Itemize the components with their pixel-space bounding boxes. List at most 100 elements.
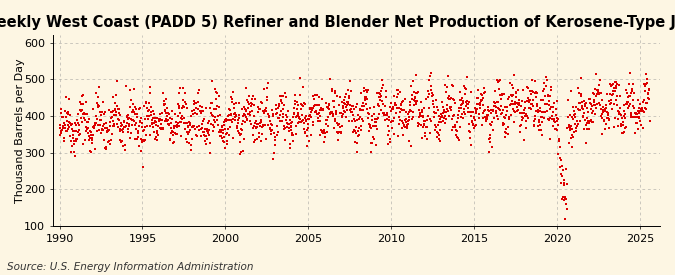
Point — [117, 129, 128, 134]
Point — [207, 114, 218, 118]
Point — [413, 108, 424, 112]
Point — [254, 120, 265, 125]
Point — [317, 108, 328, 112]
Point — [495, 97, 506, 101]
Point — [411, 91, 422, 95]
Point — [275, 98, 286, 103]
Point — [140, 125, 151, 129]
Point — [167, 129, 178, 133]
Point — [414, 115, 425, 119]
Point — [142, 117, 153, 122]
Point — [383, 115, 394, 120]
Point — [134, 119, 145, 124]
Point — [165, 137, 176, 142]
Point — [257, 109, 268, 113]
Point — [601, 106, 612, 110]
Point — [135, 149, 146, 153]
Point — [173, 124, 184, 128]
Point — [533, 118, 544, 122]
Point — [322, 114, 333, 119]
Point — [627, 86, 638, 91]
Point — [515, 124, 526, 128]
Point — [380, 118, 391, 122]
Point — [494, 93, 505, 98]
Point — [119, 119, 130, 123]
Point — [396, 108, 407, 113]
Point — [148, 130, 159, 134]
Point — [157, 91, 168, 95]
Point — [64, 97, 75, 101]
Point — [254, 130, 265, 135]
Point — [400, 97, 410, 101]
Point — [427, 93, 438, 97]
Point — [300, 118, 311, 122]
Point — [375, 91, 386, 96]
Point — [616, 122, 627, 127]
Point — [534, 120, 545, 124]
Point — [214, 104, 225, 109]
Point — [380, 113, 391, 117]
Point — [429, 128, 440, 132]
Point — [347, 119, 358, 123]
Point — [491, 100, 502, 104]
Point — [176, 133, 187, 138]
Point — [379, 112, 389, 116]
Point — [201, 105, 212, 110]
Point — [134, 144, 144, 148]
Point — [507, 92, 518, 97]
Point — [360, 97, 371, 101]
Point — [194, 108, 205, 113]
Point — [237, 128, 248, 132]
Point — [636, 107, 647, 112]
Point — [379, 111, 389, 116]
Point — [539, 87, 550, 92]
Point — [277, 107, 288, 111]
Point — [522, 85, 533, 89]
Point — [504, 102, 515, 107]
Point — [329, 89, 340, 94]
Point — [518, 88, 529, 92]
Point — [323, 104, 333, 109]
Point — [504, 117, 514, 121]
Point — [132, 115, 142, 119]
Point — [99, 122, 109, 126]
Point — [589, 103, 600, 108]
Point — [326, 111, 337, 115]
Point — [491, 78, 502, 82]
Point — [202, 131, 213, 136]
Point — [88, 126, 99, 130]
Point — [101, 145, 111, 149]
Point — [383, 118, 394, 122]
Point — [139, 138, 150, 142]
Point — [293, 111, 304, 116]
Point — [365, 141, 376, 145]
Point — [510, 110, 520, 115]
Point — [298, 127, 309, 132]
Point — [560, 194, 570, 199]
Point — [232, 128, 243, 133]
Point — [355, 91, 366, 95]
Point — [137, 140, 148, 144]
Point — [352, 141, 362, 145]
Point — [513, 101, 524, 105]
Point — [212, 91, 223, 95]
Point — [348, 128, 359, 132]
Point — [290, 93, 300, 97]
Point — [101, 147, 112, 151]
Point — [461, 75, 472, 79]
Point — [94, 104, 105, 108]
Point — [391, 111, 402, 116]
Point — [275, 94, 286, 98]
Point — [243, 100, 254, 104]
Point — [234, 131, 244, 135]
Point — [416, 123, 427, 127]
Point — [323, 124, 333, 129]
Point — [437, 111, 448, 116]
Point — [444, 97, 455, 101]
Point — [103, 139, 114, 144]
Point — [643, 97, 654, 101]
Point — [74, 132, 85, 136]
Point — [217, 131, 228, 135]
Point — [603, 111, 614, 116]
Point — [454, 98, 465, 102]
